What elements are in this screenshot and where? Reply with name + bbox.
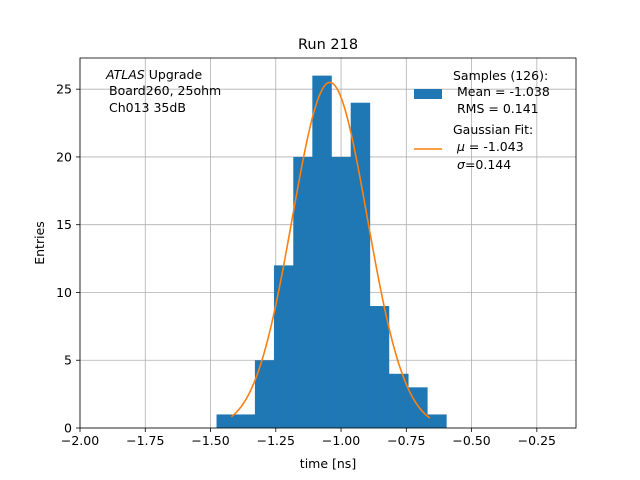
histogram-bar (293, 156, 313, 428)
y-tick-label: 0 (64, 421, 72, 436)
legend-fit-label: Gaussian Fit: (453, 122, 533, 137)
annotation-line-1-rest: Upgrade (149, 67, 203, 82)
gaussian-fit-curve (230, 81, 431, 419)
y-axis-label: Entries (32, 221, 47, 265)
histogram-bar (350, 102, 371, 428)
annotation-line-1: ATLAS Upgrade (105, 67, 202, 82)
x-axis-ticks: −2.00 −1.75 −1.50 −1.25 −1.00 −0.75 −0.50 −0.25 (61, 428, 556, 448)
legend-samples-rms: RMS = 0.141 (457, 101, 539, 116)
x-tick-label: −1.75 (126, 433, 164, 448)
histogram-bar (254, 360, 275, 428)
legend-fit-sigma-value: =0.144 (465, 157, 511, 172)
legend-fit-sigma-symbol: σ (457, 157, 466, 172)
annotation-line-2: Board260, 25ohm (109, 83, 221, 98)
histogram-bar (235, 414, 256, 428)
y-tick-label: 15 (56, 217, 72, 232)
legend-fit-sigma: σ=0.144 (457, 157, 511, 172)
x-axis-label: time [ns] (300, 456, 356, 471)
x-tick-label: −0.75 (387, 433, 425, 448)
legend-fit-mu: μ = -1.043 (456, 139, 524, 154)
histogram-bar (216, 414, 237, 428)
histogram-bar (331, 156, 352, 428)
x-tick-label: −1.00 (322, 433, 360, 448)
x-tick-label: −2.00 (61, 433, 99, 448)
histogram-bar (369, 306, 390, 428)
y-tick-label: 5 (64, 353, 72, 368)
histogram-bar (388, 373, 409, 428)
legend-fit-mu-value: = -1.043 (465, 139, 524, 154)
legend-fit-mu-symbol: μ (456, 139, 465, 154)
plot-area-frame (79, 57, 577, 429)
annotation-text: ATLAS Upgrade Board260, 25ohm Ch013 35dB (105, 67, 221, 115)
annotation-line-3: Ch013 35dB (109, 100, 186, 115)
histogram-bar (273, 265, 294, 428)
gaussian-fit (230, 81, 431, 419)
y-tick-label: 20 (56, 149, 72, 164)
y-tick-label: 10 (56, 285, 72, 300)
y-axis-ticks: 0 5 10 15 20 25 (56, 82, 80, 436)
x-tick-label: −1.50 (191, 433, 229, 448)
x-tick-label: −1.25 (257, 433, 295, 448)
legend: Samples (126): Mean = -1.038 RMS = 0.141… (414, 68, 550, 172)
chart-title: Run 218 (298, 37, 358, 53)
x-tick-label: −0.25 (518, 433, 556, 448)
y-tick-label: 25 (56, 82, 72, 97)
x-tick-label: −0.50 (452, 433, 490, 448)
annotation-italic: ATLAS (105, 67, 145, 82)
histogram-bar (427, 414, 447, 428)
histogram-bar (312, 75, 332, 428)
legend-samples-label: Samples (126): (453, 68, 548, 83)
histogram-bars (216, 75, 447, 428)
legend-samples-mean: Mean = -1.038 (457, 84, 550, 99)
legend-swatch-samples (414, 89, 442, 99)
